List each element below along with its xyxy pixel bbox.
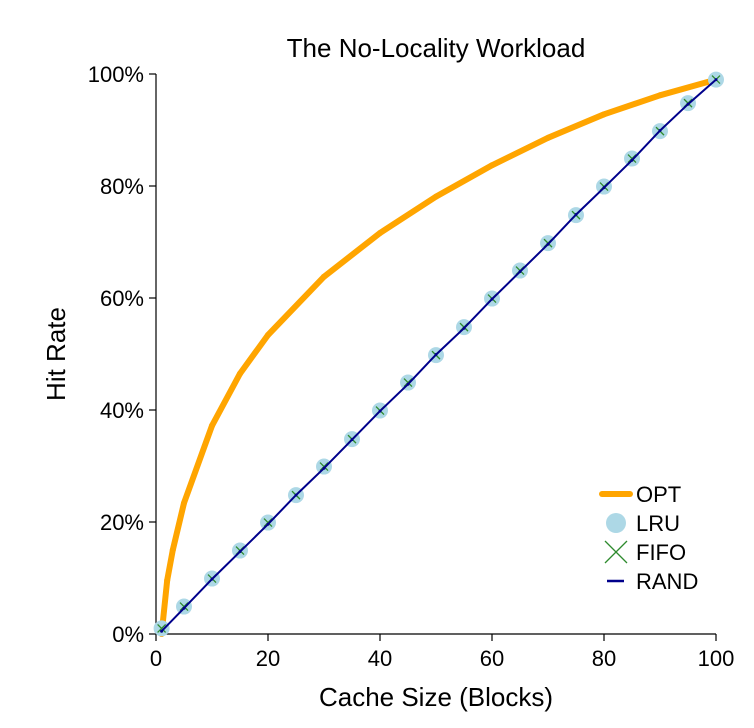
rand-point	[406, 382, 410, 386]
x-tick-label: 80	[592, 646, 616, 671]
rand-point	[658, 129, 662, 133]
rand-point	[182, 606, 186, 610]
rand-point	[210, 577, 214, 581]
opt-point	[169, 547, 176, 553]
y-tick-label: 20%	[100, 510, 144, 535]
fifo-point	[263, 518, 273, 528]
x-tick-label: 100	[698, 646, 735, 671]
y-tick-label: 40%	[100, 398, 144, 423]
x-tick-label: 0	[150, 646, 162, 671]
opt-point	[164, 577, 171, 584]
rand-point	[294, 493, 298, 497]
legend-item-rand: RAND	[607, 569, 698, 594]
rand-point	[602, 186, 606, 190]
opt-point	[209, 422, 215, 429]
opt-point	[181, 499, 187, 506]
rand-point	[490, 297, 494, 301]
series-rand	[160, 78, 718, 633]
legend-item-lru: LRU	[606, 511, 680, 536]
legend-item-opt: OPT	[599, 482, 681, 507]
legend-label-rand: RAND	[636, 569, 698, 594]
fifo-point	[627, 154, 637, 164]
rand-point	[462, 326, 466, 330]
x-tick-label: 20	[256, 646, 280, 671]
fifo-point	[319, 462, 329, 472]
y-tick-label: 60%	[100, 286, 144, 311]
opt-point	[377, 230, 383, 237]
chart-title: The No-Locality Workload	[287, 33, 586, 63]
opt-point	[433, 193, 439, 200]
y-ticks: 0% 20% 40% 60% 80% 100%	[88, 62, 156, 647]
x-axis-label: Cache Size (Blocks)	[319, 682, 553, 712]
x-tick-label: 40	[368, 646, 392, 671]
opt-point	[237, 370, 243, 377]
rand-point	[518, 270, 522, 274]
legend-label-fifo: FIFO	[636, 540, 686, 565]
opt-point	[321, 273, 327, 280]
rand-point	[434, 353, 438, 357]
y-tick-label: 80%	[100, 174, 144, 199]
plot-area	[153, 71, 724, 637]
rand-point	[574, 213, 578, 217]
x-tick-label: 60	[480, 646, 504, 671]
fifo-point	[403, 378, 413, 388]
legend-label-opt: OPT	[636, 482, 681, 507]
legend: OPT LRU FIFO RAND	[599, 482, 698, 594]
rand-point	[378, 409, 382, 413]
legend-swatch-fifo	[604, 540, 628, 564]
legend-item-fifo: FIFO	[604, 540, 686, 565]
rand-point	[322, 466, 326, 470]
y-axis-label: Hit Rate	[41, 307, 71, 401]
opt-point	[489, 162, 495, 169]
legend-label-lru: LRU	[636, 511, 680, 536]
opt-point	[601, 111, 607, 118]
rand-point	[266, 522, 270, 526]
y-tick-label: 0%	[112, 622, 144, 647]
rand-point	[686, 102, 690, 106]
x-ticks: 0 20 40 60 80 100	[150, 634, 734, 671]
rand-point	[714, 78, 718, 82]
opt-point	[657, 92, 663, 99]
rand-point	[630, 158, 634, 162]
legend-swatch-lru	[606, 513, 626, 533]
rand-point	[238, 550, 242, 554]
fifo-point	[157, 623, 167, 633]
fifo-point	[179, 602, 189, 612]
rand-point	[160, 629, 164, 633]
rand-point	[546, 242, 550, 246]
opt-point	[265, 331, 271, 338]
rand-point	[350, 438, 354, 442]
axes	[155, 74, 716, 635]
y-tick-label: 100%	[88, 62, 144, 87]
opt-point	[545, 134, 551, 141]
